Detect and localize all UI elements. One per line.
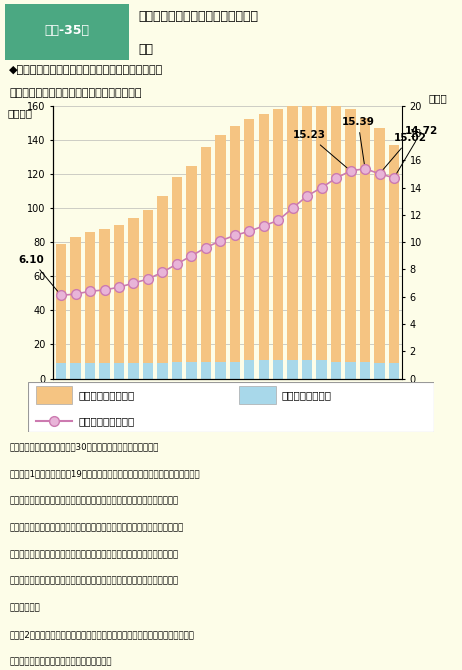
Text: る学齢児童又は学齢生徒の保護者に対しては、市町村は、必要な援: る学齢児童又は学齢生徒の保護者に対しては、市町村は、必要な援 (9, 496, 178, 505)
Bar (331, 97, 341, 362)
Bar (85, 363, 95, 379)
Bar (186, 362, 196, 379)
Text: 準要保護児童生徒数: 準要保護児童生徒数 (79, 390, 135, 400)
Bar (215, 362, 225, 379)
Text: 15.39: 15.39 (342, 117, 375, 166)
Bar (128, 218, 139, 363)
Text: （2000）: （2000） (116, 403, 152, 413)
Bar (215, 135, 225, 362)
Text: 27: 27 (344, 392, 357, 402)
Text: いる。: いる。 (9, 604, 40, 612)
Bar (114, 363, 124, 379)
Text: 教育委員会が認めた者（準要保護者）に対し、就学援助が行われて: 教育委員会が認めた者（準要保護者）に対し、就学援助が行われて (9, 577, 178, 586)
Text: 第３-35図: 第３-35図 (44, 24, 90, 37)
Bar (230, 127, 240, 362)
Bar (273, 360, 283, 379)
Bar (346, 362, 356, 379)
Bar (287, 360, 298, 379)
Bar (85, 232, 95, 363)
Bar (360, 362, 370, 379)
Bar (143, 210, 153, 363)
Bar (244, 360, 255, 379)
Bar (389, 363, 399, 379)
Text: （出典）　文部科学省「平戰30年度就学援助実施状況等調査」: （出典） 文部科学省「平戰30年度就学援助実施状況等調査」 (9, 442, 158, 452)
Text: 助を与えなければならない。」とされており、生活保護法第６条第２: 助を与えなければならない。」とされており、生活保護法第６条第２ (9, 523, 183, 532)
Text: ◆就学援助率は６年連続で減少しているが、その割: ◆就学援助率は６年連続で減少しているが、その割 (9, 65, 164, 75)
Bar (360, 118, 370, 362)
Bar (259, 115, 269, 360)
Text: 22: 22 (272, 392, 285, 402)
Bar (201, 362, 211, 379)
Text: （注）　1．　学校教育法19条では、「経済的理由によって就学困難と認められ: （注） 1． 学校教育法19条では、「経済的理由によって就学困難と認められ (9, 469, 200, 478)
Bar (114, 225, 124, 363)
Bar (186, 165, 196, 362)
Bar (143, 363, 153, 379)
Bar (302, 360, 312, 379)
Text: （2005）: （2005） (188, 403, 224, 413)
Bar (70, 363, 81, 379)
Bar (389, 145, 399, 363)
Text: （1995）: （1995） (43, 403, 79, 413)
Bar (331, 362, 341, 379)
Text: （2010）: （2010） (260, 403, 297, 413)
Text: 2．　ここでいう就学援助率とは、公立小中学校児童生徒の総数に占める: 2． ここでいう就学援助率とは、公立小中学校児童生徒の総数に占める (9, 630, 194, 639)
Text: 状況: 状況 (139, 44, 153, 56)
Text: （年度）: （年度） (406, 417, 429, 427)
FancyBboxPatch shape (5, 5, 129, 60)
Text: 要保護児童生徒数: 要保護児童生徒数 (282, 390, 332, 400)
Text: （2015）: （2015） (332, 403, 369, 413)
Bar (316, 90, 327, 360)
Bar (374, 128, 385, 363)
Text: （％）: （％） (429, 93, 447, 103)
Text: 合は７人に１人程度で高止まりしている。: 合は７人に１人程度で高止まりしている。 (9, 88, 142, 98)
Text: 17: 17 (200, 392, 212, 402)
Text: 15.23: 15.23 (292, 131, 348, 169)
Bar (36, 386, 73, 404)
Bar (346, 109, 356, 362)
Text: 30: 30 (388, 392, 400, 402)
Text: 要保護・準要保護児童生徒数の割合。: 要保護・準要保護児童生徒数の割合。 (9, 657, 112, 667)
Text: 小学生・中学生に対する就学援助の: 小学生・中学生に対する就学援助の (139, 9, 259, 23)
Bar (374, 363, 385, 379)
Bar (201, 147, 211, 362)
Bar (56, 244, 67, 363)
Bar (316, 360, 327, 379)
Text: 6.10: 6.10 (18, 255, 59, 293)
Bar (157, 196, 168, 363)
Text: 12: 12 (127, 392, 140, 402)
Bar (230, 362, 240, 379)
Text: （万人）: （万人） (8, 109, 33, 119)
Text: 就学援助率（右軸）: 就学援助率（右軸） (79, 416, 135, 426)
Bar (302, 92, 312, 360)
Text: （2018）: （2018） (376, 403, 412, 413)
Bar (273, 109, 283, 360)
Bar (99, 228, 109, 363)
Bar (128, 363, 139, 379)
Bar (99, 363, 109, 379)
Bar (172, 362, 182, 379)
Bar (172, 178, 182, 362)
Bar (239, 386, 276, 404)
Text: 項に規定する要保護者とそれに準ずる程度に困竮していると市町村: 項に規定する要保護者とそれに準ずる程度に困竮していると市町村 (9, 550, 178, 559)
Text: 15.02: 15.02 (381, 133, 426, 172)
Bar (244, 119, 255, 360)
Text: 平成 7: 平成 7 (50, 392, 72, 402)
Bar (287, 100, 298, 360)
FancyBboxPatch shape (28, 382, 434, 432)
Bar (56, 363, 67, 379)
Bar (157, 363, 168, 379)
Text: 14.72: 14.72 (395, 126, 438, 176)
Bar (259, 360, 269, 379)
Bar (70, 237, 81, 363)
